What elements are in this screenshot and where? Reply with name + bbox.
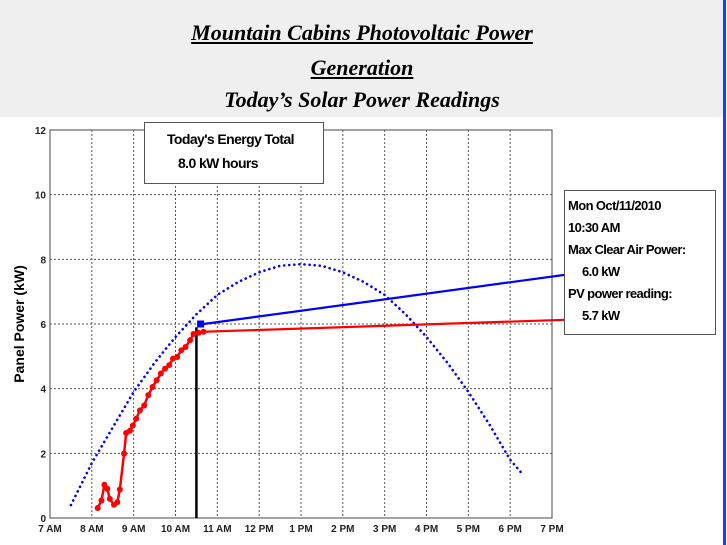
pv-data-point [133, 415, 140, 422]
y-tick-label: 0 [40, 514, 46, 525]
x-tick-label: 6 PM [498, 524, 521, 535]
clear_air-leader-line [203, 273, 565, 326]
pv-data-point [162, 365, 169, 372]
pv-data-point [141, 402, 148, 409]
max-power-value: 6.0 kW [582, 264, 620, 279]
pv-data-point [126, 427, 133, 434]
pv-data-point [145, 392, 152, 399]
title-line2: Generation [310, 55, 414, 80]
energy-total-box: Today's Energy Total 8.0 kW hours [144, 122, 324, 184]
pv-power-line [96, 330, 204, 509]
x-tick-label: 10 AM [161, 524, 190, 535]
pv-data-point [200, 328, 207, 335]
chart-marks [69, 262, 565, 518]
pv-data-point [114, 499, 121, 506]
pv-data-point [195, 329, 202, 336]
y-tick-label: 6 [40, 320, 46, 331]
pv-data-point [178, 347, 185, 354]
pv-leader-line [203, 318, 565, 333]
y-tick-label: 10 [35, 191, 47, 202]
x-tick-label: 5 PM [457, 524, 480, 535]
pv-reading-label: PV power reading: [568, 286, 673, 301]
x-tick-label: 4 PM [415, 524, 438, 535]
x-tick-label: 1 PM [289, 524, 312, 535]
pv-data-point [136, 407, 143, 414]
x-tick-label: 2 PM [331, 524, 354, 535]
window-border [723, 0, 726, 545]
pv-data-point [149, 384, 156, 391]
pv-data-point [190, 331, 197, 338]
pv-data-point [174, 353, 181, 360]
pv-data-point [121, 450, 128, 457]
pv-data-point [157, 370, 164, 377]
clear-air-power-curve [69, 262, 525, 507]
x-tick-label: 7 PM [540, 524, 563, 535]
pv-data-point [187, 337, 194, 344]
energy-total-label: Today's Energy Total [167, 131, 295, 147]
x-tick-label: 7 AM [38, 524, 62, 535]
y-tick-label: 12 [35, 126, 47, 137]
pv-reading-value: 5.7 kW [582, 308, 620, 323]
reading-info-box: Mon Oct/11/2010 10:30 AM Max Clear Air P… [564, 190, 716, 335]
pv-data-point [129, 422, 136, 429]
pv-data-point [101, 481, 108, 488]
clear-air-current-marker [197, 320, 205, 328]
pv-data-point [153, 377, 160, 384]
pv-data-point [106, 495, 113, 502]
x-tick-label: 8 AM [80, 524, 104, 535]
y-tick-label: 8 [40, 255, 46, 266]
grid [49, 129, 553, 519]
subtitle: Today’s Solar Power Readings [224, 87, 500, 112]
pv-data-point [94, 504, 101, 511]
pv-data-point [104, 485, 111, 492]
reading-date: Mon Oct/11/2010 [568, 198, 661, 213]
x-tick-label: 11 AM [203, 524, 232, 535]
title-line1: Mountain Cabins Photovoltaic Power [191, 20, 533, 45]
pv-data-point [98, 497, 105, 504]
y-tick-label: 2 [40, 449, 46, 460]
pv-data-point [116, 486, 123, 493]
x-tick-label: 12 PM [245, 524, 274, 535]
reading-time: 10:30 AM [568, 220, 620, 235]
x-tick-label: 9 AM [122, 524, 146, 535]
pv-data-point [166, 362, 173, 369]
y-axis-label: Panel Power (kW) [11, 265, 27, 382]
tick-labels: 7 AM 8 AM 9 AM 10 AM 11 AM 12 PM 1 PM 2 PM 3 PM 4… [35, 126, 564, 535]
x-tick-label: 3 PM [373, 524, 396, 535]
header: Mountain Cabins Photovoltaic Power Gener… [0, 0, 724, 117]
y-tick-label: 4 [40, 385, 46, 396]
energy-total-value: 8.0 kW hours [178, 155, 259, 171]
max-power-label: Max Clear Air Power: [568, 242, 686, 257]
pv-data-point [182, 343, 189, 350]
